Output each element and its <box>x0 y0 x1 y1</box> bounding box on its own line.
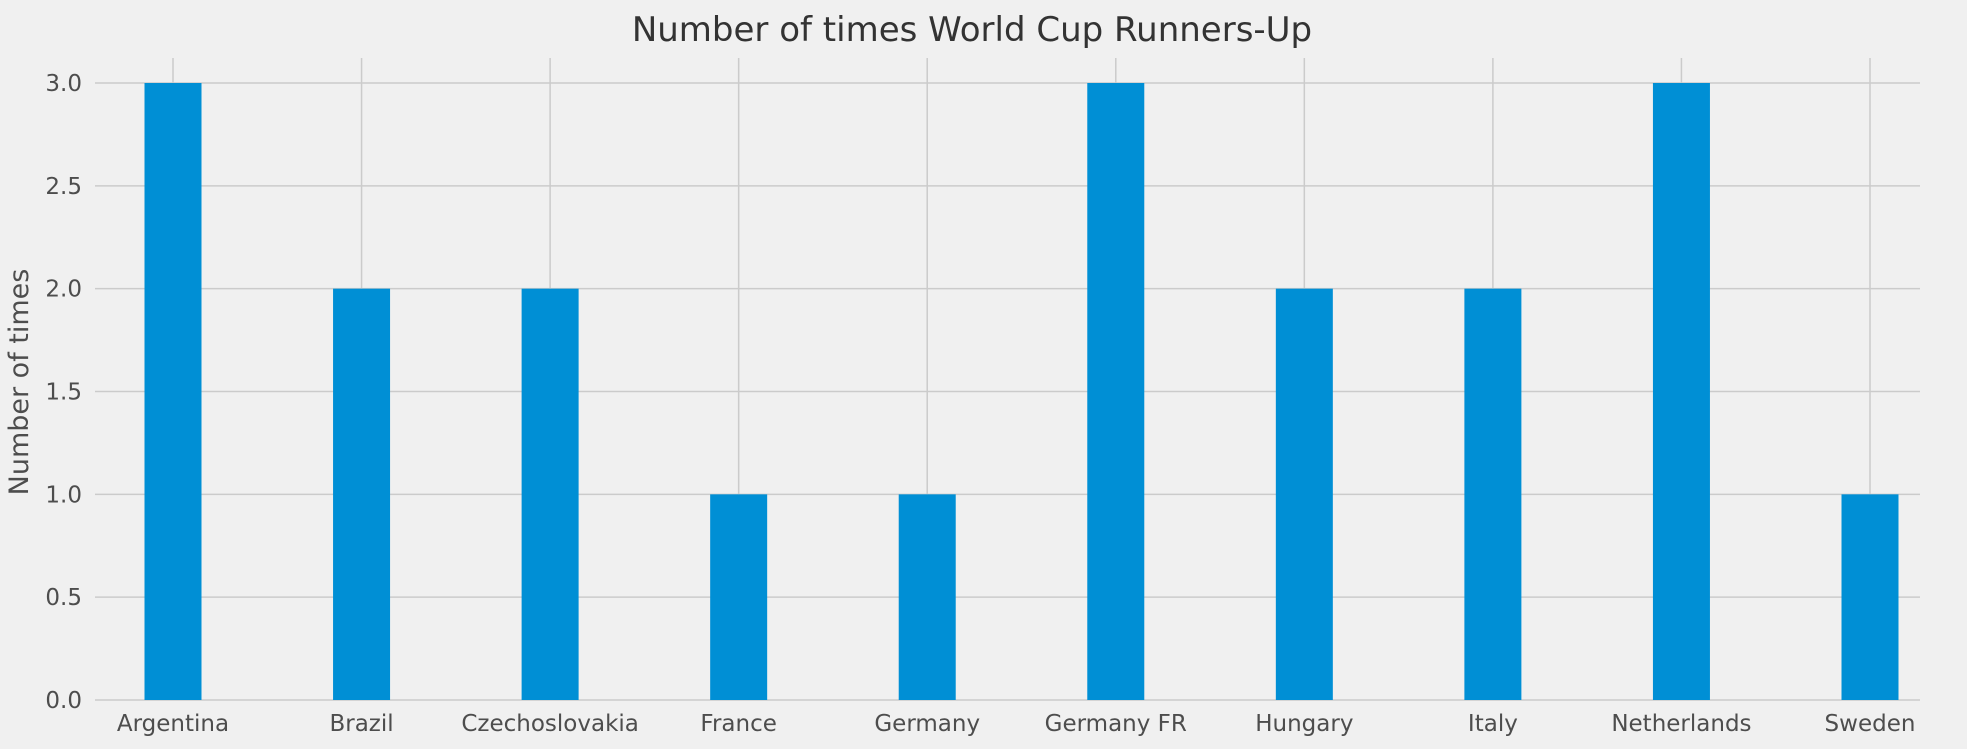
x-tick-labels: Argentina Brazil Czechoslovakia France Germa… <box>117 711 1916 737</box>
bars <box>144 83 1899 700</box>
bar-italy <box>1464 288 1522 700</box>
x-tick-label: Hungary <box>1255 711 1353 737</box>
y-tick-label: 2.0 <box>45 277 82 303</box>
chart-title: Number of times World Cup Runners-Up <box>632 10 1312 50</box>
x-tick-label: Germany <box>874 711 980 737</box>
bar-germany <box>898 494 956 700</box>
y-gridlines <box>95 82 1920 701</box>
y-tick-label: 0.5 <box>45 585 82 611</box>
x-tick-label: Argentina <box>117 711 229 737</box>
x-tick-label: Czechoslovakia <box>461 711 639 737</box>
y-tick-labels: 0.0 0.5 1.0 1.5 2.0 2.5 3.0 <box>45 71 82 714</box>
bar-argentina <box>144 83 202 700</box>
y-tick-label: 1.5 <box>45 380 82 406</box>
x-tick-label: Italy <box>1468 711 1518 737</box>
bar-netherlands <box>1652 83 1710 700</box>
y-tick-label: 0.0 <box>45 688 82 714</box>
bar-france <box>710 494 768 700</box>
bar-hungary <box>1275 288 1333 700</box>
y-tick-label: 3.0 <box>45 71 82 97</box>
x-tick-label: Brazil <box>329 711 393 737</box>
x-tick-label: France <box>700 711 776 737</box>
x-tick-label: Germany FR <box>1045 711 1187 737</box>
bar-brazil <box>333 288 391 700</box>
x-tick-label: Netherlands <box>1611 711 1751 737</box>
bar-germany-fr <box>1087 83 1145 700</box>
y-tick-label: 2.5 <box>45 174 82 200</box>
bar-sweden <box>1841 494 1899 700</box>
x-tick-label: Sweden <box>1825 711 1916 737</box>
y-axis-label: Number of times <box>4 269 35 496</box>
y-tick-label: 1.0 <box>45 482 82 508</box>
bar-czechoslovakia <box>521 288 579 700</box>
